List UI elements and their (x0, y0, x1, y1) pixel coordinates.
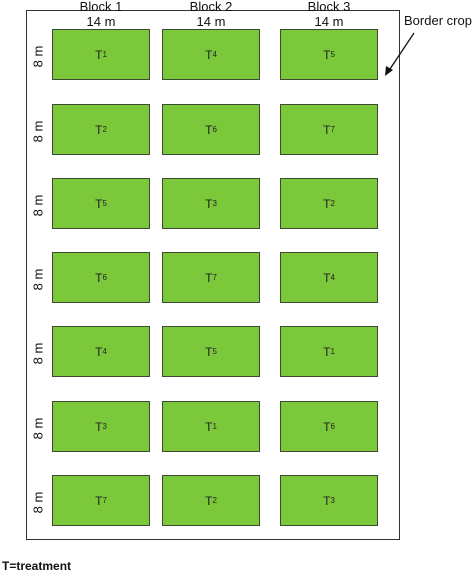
plot-prefix: T (95, 270, 103, 285)
treatment-number: 6 (330, 422, 335, 431)
plot-prefix: T (205, 122, 213, 137)
block-width-label-2: 14 m (196, 14, 226, 29)
plot-prefix: T (323, 47, 331, 62)
plot-prefix: T (95, 344, 103, 359)
plot-prefix: T (205, 344, 213, 359)
block-width-label-3: 14 m (314, 14, 344, 29)
treatment-number: 7 (102, 496, 107, 505)
plot-prefix: T (95, 196, 103, 211)
treatment-number: 2 (212, 496, 217, 505)
plot-prefix: T (323, 419, 331, 434)
plot-prefix: T (205, 196, 213, 211)
footnote: T=treatment (2, 559, 72, 573)
treatment-number: 3 (212, 199, 217, 208)
treatment-number: 6 (212, 125, 217, 134)
treatment-number: 3 (102, 422, 107, 431)
treatment-number: 2 (330, 199, 335, 208)
treatment-number: 4 (212, 50, 217, 59)
plot-prefix: T (323, 122, 331, 137)
field-border (26, 10, 400, 540)
treatment-number: 6 (102, 273, 107, 282)
treatment-number: 4 (102, 347, 107, 356)
plot-prefix: T (95, 47, 103, 62)
treatment-number: 4 (330, 273, 335, 282)
plot-prefix: T (205, 270, 213, 285)
treatment-number: 1 (330, 347, 335, 356)
plot-prefix: T (323, 493, 331, 508)
block-header-3: Block 3 (307, 0, 351, 14)
plot-prefix: T (205, 493, 213, 508)
treatment-number: 5 (102, 199, 107, 208)
plot-prefix: T (323, 196, 331, 211)
plot-prefix: T (95, 419, 103, 434)
treatment-number: 3 (330, 496, 335, 505)
treatment-number: 5 (212, 347, 217, 356)
treatment-number: 2 (102, 125, 107, 134)
plot-prefix: T (323, 270, 331, 285)
treatment-number: 7 (330, 125, 335, 134)
border-crop-label: Border crop (404, 13, 472, 28)
treatment-number: 7 (212, 273, 217, 282)
plot-prefix: T (95, 493, 103, 508)
block-header-2: Block 2 (189, 0, 233, 14)
plot-prefix: T (205, 419, 213, 434)
plot-prefix: T (323, 344, 331, 359)
treatment-number: 5 (330, 50, 335, 59)
block-width-label-1: 14 m (86, 14, 116, 29)
block-header-1: Block 1 (79, 0, 123, 14)
treatment-number: 1 (102, 50, 107, 59)
plot-prefix: T (95, 122, 103, 137)
plot-prefix: T (205, 47, 213, 62)
treatment-number: 1 (212, 422, 217, 431)
